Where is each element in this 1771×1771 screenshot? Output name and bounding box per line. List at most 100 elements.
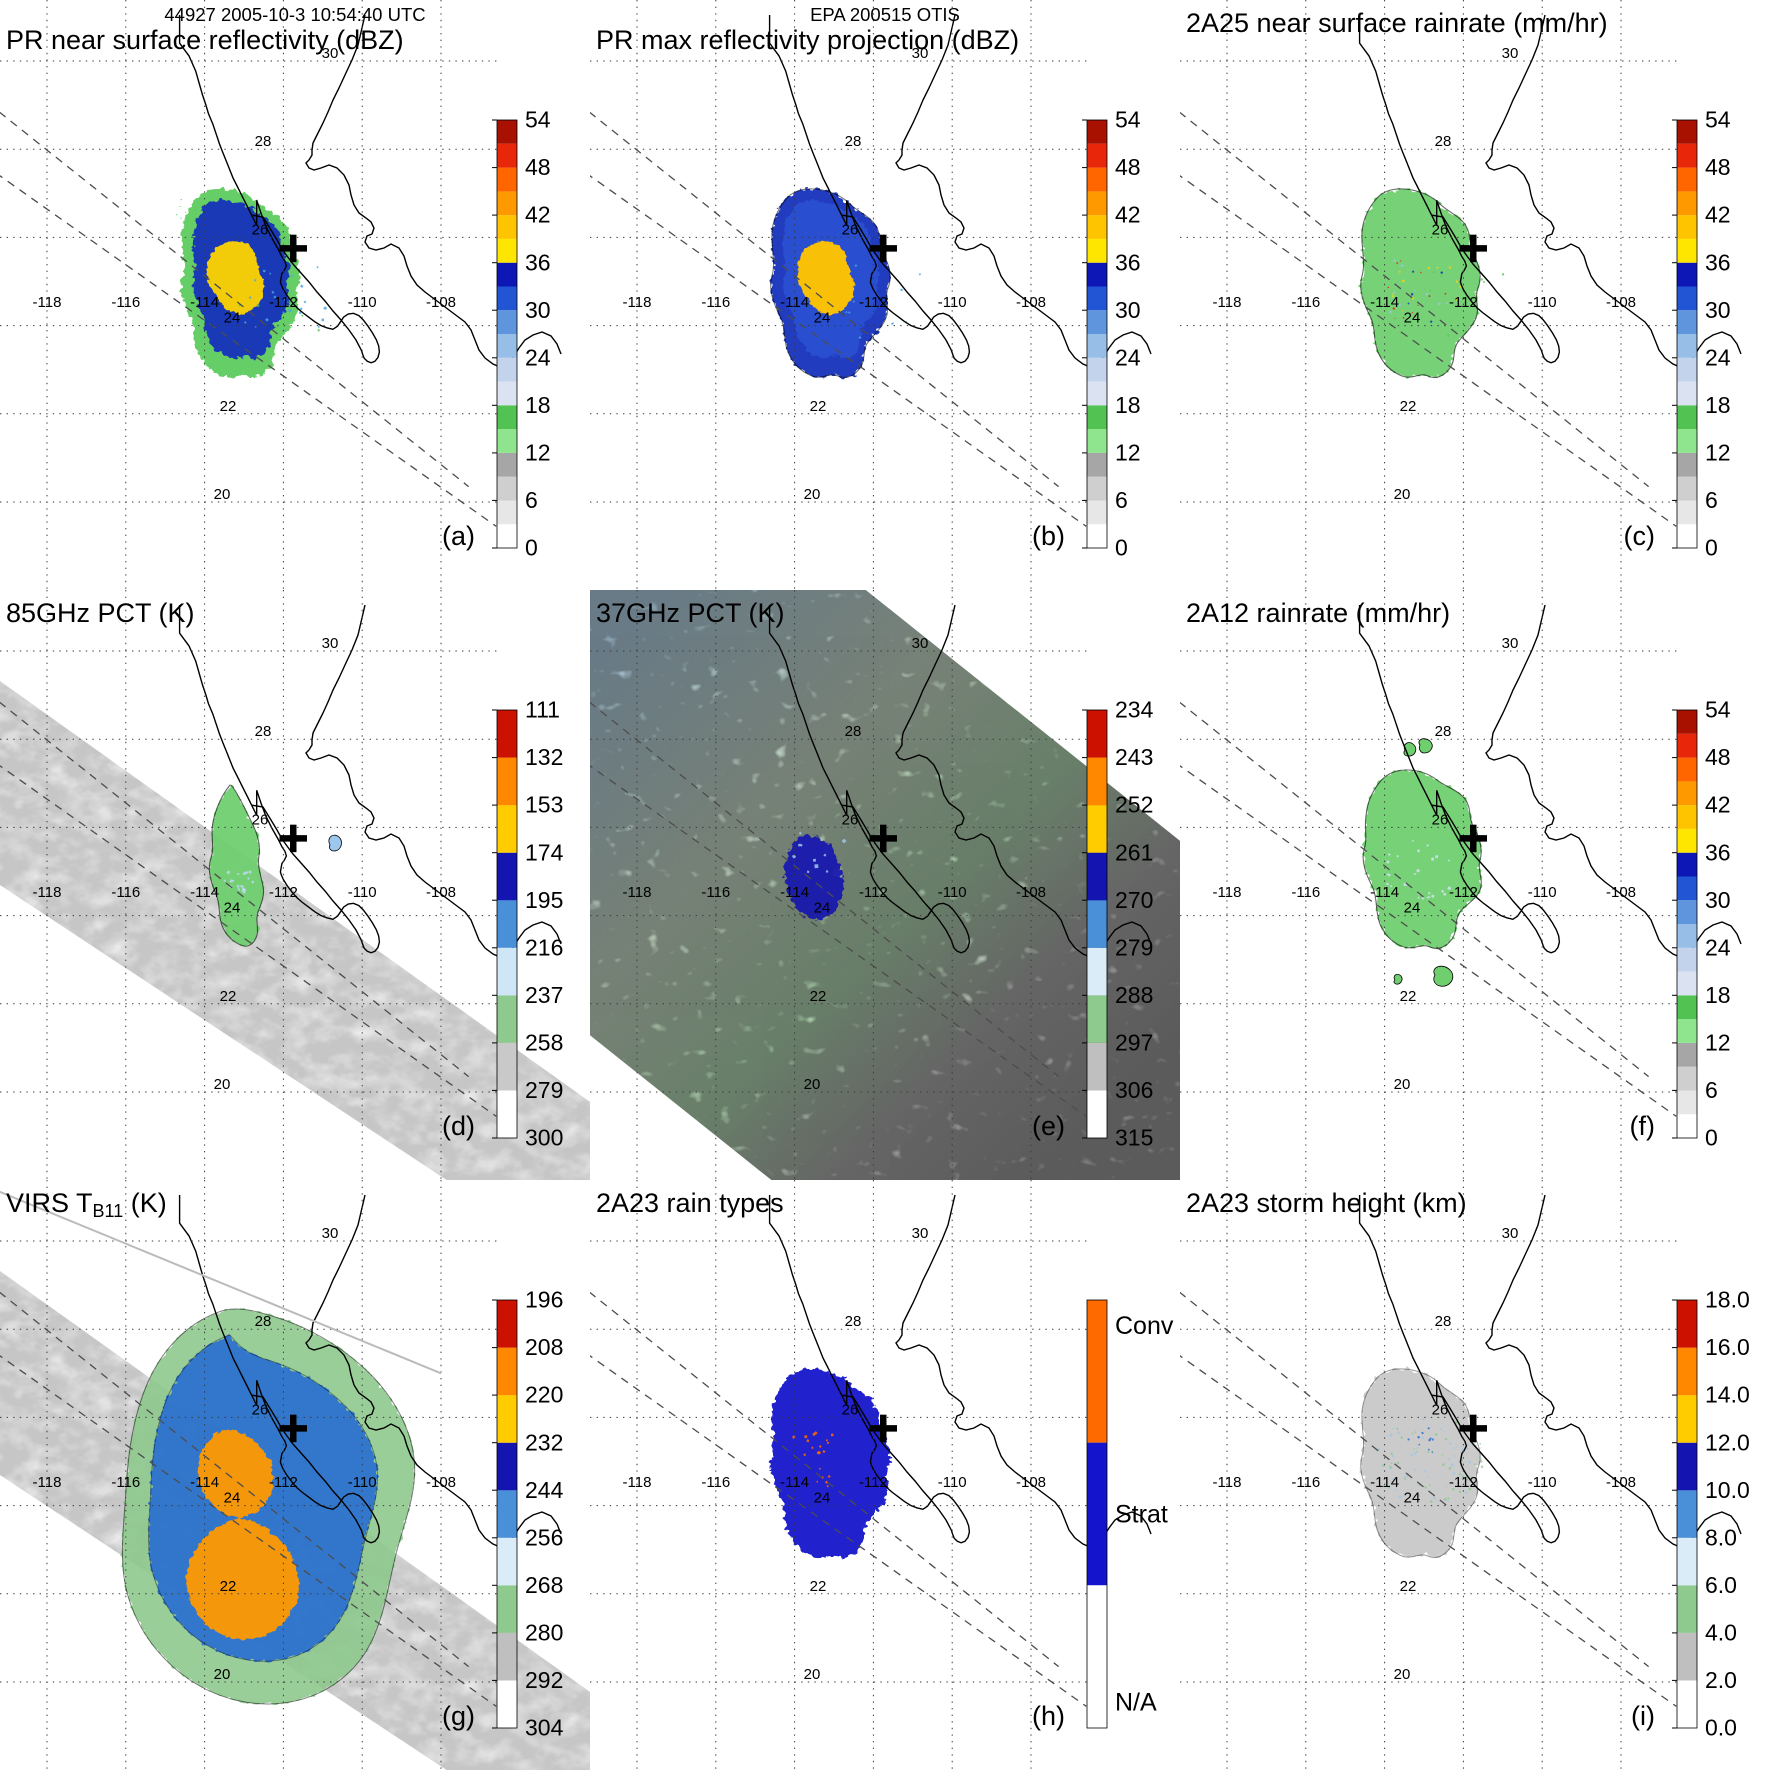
svg-text:-116: -116 bbox=[701, 294, 730, 311]
svg-text:16.0: 16.0 bbox=[1705, 1334, 1750, 1360]
svg-text:-108: -108 bbox=[1606, 1474, 1636, 1491]
svg-text:-116: -116 bbox=[1291, 294, 1320, 311]
svg-text:(g): (g) bbox=[442, 1701, 475, 1731]
svg-text:2A12 rainrate (mm/hr): 2A12 rainrate (mm/hr) bbox=[1186, 598, 1450, 628]
svg-text:26: 26 bbox=[252, 811, 269, 828]
svg-text:22: 22 bbox=[220, 988, 237, 1005]
svg-text:2A25 near surface rainrate (mm: 2A25 near surface rainrate (mm/hr) bbox=[1186, 8, 1608, 38]
svg-text:24: 24 bbox=[814, 310, 831, 327]
svg-text:288: 288 bbox=[1115, 982, 1153, 1008]
svg-text:0: 0 bbox=[525, 535, 538, 561]
svg-text:48: 48 bbox=[525, 154, 551, 180]
svg-text:24: 24 bbox=[525, 344, 551, 370]
svg-text:12: 12 bbox=[525, 440, 551, 466]
svg-text:24: 24 bbox=[1404, 900, 1421, 917]
svg-text:-112: -112 bbox=[1449, 294, 1478, 311]
svg-text:(b): (b) bbox=[1032, 521, 1065, 551]
svg-text:315: 315 bbox=[1115, 1125, 1153, 1151]
svg-text:18: 18 bbox=[525, 392, 551, 418]
svg-text:22: 22 bbox=[220, 398, 237, 415]
svg-text:54: 54 bbox=[1115, 107, 1141, 133]
svg-text:12.0: 12.0 bbox=[1705, 1429, 1750, 1455]
svg-text:6.0: 6.0 bbox=[1705, 1572, 1737, 1598]
svg-text:85GHz PCT (K): 85GHz PCT (K) bbox=[6, 598, 195, 628]
svg-text:-118: -118 bbox=[33, 884, 62, 901]
svg-text:28: 28 bbox=[255, 1313, 272, 1330]
svg-text:20: 20 bbox=[804, 486, 821, 503]
svg-text:-112: -112 bbox=[269, 294, 298, 311]
svg-text:36: 36 bbox=[1115, 249, 1141, 275]
svg-text:132: 132 bbox=[525, 744, 563, 770]
svg-text:-114: -114 bbox=[190, 884, 219, 901]
svg-text:8.0: 8.0 bbox=[1705, 1524, 1737, 1550]
svg-text:-112: -112 bbox=[859, 1474, 888, 1491]
svg-text:44927 2005-10-3 10:54:40 UTC: 44927 2005-10-3 10:54:40 UTC bbox=[164, 4, 425, 25]
svg-text:-110: -110 bbox=[1528, 884, 1557, 901]
svg-text:300: 300 bbox=[525, 1125, 563, 1151]
svg-text:-118: -118 bbox=[1213, 884, 1242, 901]
svg-text:268: 268 bbox=[525, 1572, 563, 1598]
svg-text:-108: -108 bbox=[426, 884, 456, 901]
svg-text:26: 26 bbox=[1432, 1401, 1449, 1418]
svg-text:26: 26 bbox=[842, 811, 859, 828]
svg-text:(a): (a) bbox=[442, 521, 475, 551]
svg-text:2A23 rain types: 2A23 rain types bbox=[596, 1188, 784, 1218]
svg-text:20: 20 bbox=[804, 1076, 821, 1093]
svg-text:PR near surface reflectivity (: PR near surface reflectivity (dBZ) bbox=[6, 25, 404, 55]
svg-text:-108: -108 bbox=[426, 1474, 456, 1491]
svg-text:244: 244 bbox=[525, 1477, 564, 1503]
svg-text:28: 28 bbox=[1435, 723, 1452, 740]
svg-text:12: 12 bbox=[1705, 1030, 1731, 1056]
svg-text:270: 270 bbox=[1115, 887, 1153, 913]
svg-text:18.0: 18.0 bbox=[1705, 1287, 1750, 1313]
svg-text:24: 24 bbox=[814, 900, 831, 917]
svg-text:22: 22 bbox=[1400, 398, 1417, 415]
svg-text:0: 0 bbox=[1115, 535, 1128, 561]
svg-text:(f): (f) bbox=[1630, 1111, 1655, 1141]
svg-text:26: 26 bbox=[1432, 811, 1449, 828]
svg-text:-110: -110 bbox=[1528, 1474, 1557, 1491]
svg-text:22: 22 bbox=[1400, 988, 1417, 1005]
svg-text:-112: -112 bbox=[1449, 884, 1478, 901]
svg-text:22: 22 bbox=[220, 1578, 237, 1595]
svg-text:-116: -116 bbox=[111, 294, 140, 311]
svg-text:-108: -108 bbox=[1606, 884, 1636, 901]
svg-text:24: 24 bbox=[1705, 934, 1731, 960]
svg-text:-112: -112 bbox=[859, 884, 888, 901]
svg-text:30: 30 bbox=[1502, 1225, 1519, 1242]
svg-text:261: 261 bbox=[1115, 839, 1153, 865]
svg-text:18: 18 bbox=[1705, 392, 1731, 418]
svg-text:234: 234 bbox=[1115, 697, 1154, 723]
svg-text:24: 24 bbox=[1705, 344, 1731, 370]
svg-text:20: 20 bbox=[804, 1666, 821, 1683]
svg-text:EPA 200515 OTIS: EPA 200515 OTIS bbox=[810, 4, 960, 25]
svg-text:48: 48 bbox=[1115, 154, 1141, 180]
svg-text:0: 0 bbox=[1705, 1125, 1718, 1151]
svg-text:48: 48 bbox=[1705, 744, 1731, 770]
svg-text:20: 20 bbox=[1394, 1666, 1411, 1683]
svg-text:42: 42 bbox=[1115, 202, 1141, 228]
svg-text:292: 292 bbox=[525, 1667, 563, 1693]
svg-text:174: 174 bbox=[525, 839, 564, 865]
svg-text:20: 20 bbox=[214, 486, 231, 503]
svg-text:28: 28 bbox=[255, 723, 272, 740]
svg-text:42: 42 bbox=[1705, 792, 1731, 818]
svg-text:30: 30 bbox=[1502, 45, 1519, 62]
svg-text:28: 28 bbox=[255, 133, 272, 150]
svg-text:54: 54 bbox=[525, 107, 551, 133]
svg-text:-110: -110 bbox=[348, 884, 377, 901]
svg-text:195: 195 bbox=[525, 887, 563, 913]
svg-text:-114: -114 bbox=[190, 1474, 219, 1491]
svg-text:-116: -116 bbox=[111, 884, 140, 901]
svg-text:30: 30 bbox=[322, 635, 339, 652]
svg-text:-114: -114 bbox=[780, 1474, 809, 1491]
svg-text:-110: -110 bbox=[938, 884, 967, 901]
svg-text:Conv: Conv bbox=[1115, 1312, 1174, 1340]
svg-text:24: 24 bbox=[224, 310, 241, 327]
svg-text:-118: -118 bbox=[623, 884, 652, 901]
svg-text:(i): (i) bbox=[1631, 1701, 1655, 1731]
svg-text:-114: -114 bbox=[1370, 294, 1399, 311]
svg-text:279: 279 bbox=[1115, 934, 1153, 960]
svg-text:30: 30 bbox=[1115, 297, 1141, 323]
svg-text:36: 36 bbox=[1705, 839, 1731, 865]
